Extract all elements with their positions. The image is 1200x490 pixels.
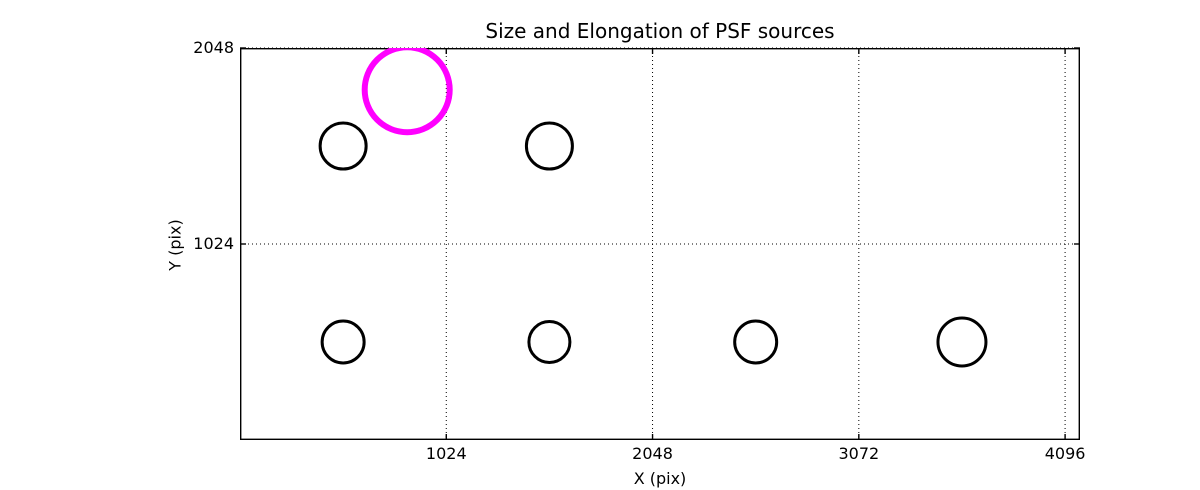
psf-source-circle: [524, 121, 574, 171]
psf-source-circle: [318, 121, 368, 171]
axes-frame: [239, 48, 1080, 441]
psf-source-circle: [527, 320, 572, 364]
psf-sources: [318, 48, 988, 368]
y-tick-label: 2048: [193, 38, 234, 57]
plot-title: Size and Elongation of PSF sources: [485, 19, 835, 43]
psf-source-circle-flagged: [361, 48, 453, 136]
y-tick-label: 1024: [193, 234, 234, 253]
psf-source-circle: [320, 319, 366, 365]
x-tick-label: 4096: [1044, 444, 1086, 463]
x-tick-label: 2048: [632, 444, 673, 463]
x-axis-label: X (pix): [633, 469, 687, 488]
psf-source-circle: [733, 319, 779, 365]
psf-source-circle: [936, 316, 988, 368]
x-tick-label: 1024: [425, 444, 467, 463]
x-tick-label: 3072: [838, 444, 880, 463]
